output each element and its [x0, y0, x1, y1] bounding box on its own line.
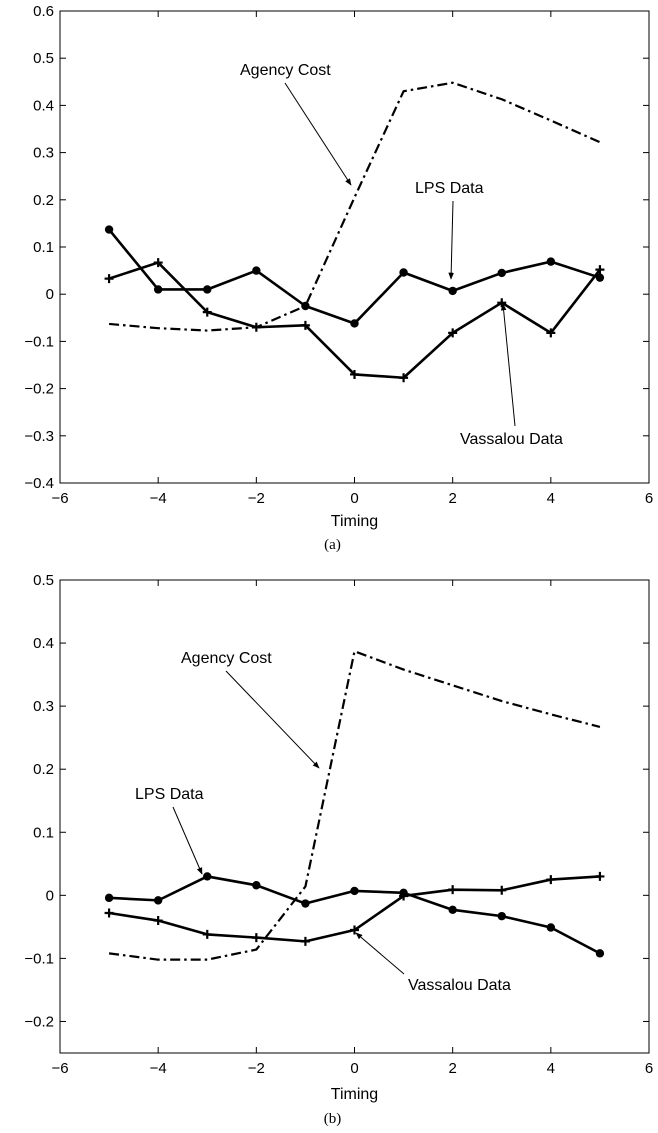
x-axis-label: Timing	[331, 513, 378, 530]
annotation-vassalou-data: Vassalou Data	[408, 977, 511, 994]
plot-frame	[59, 10, 650, 484]
x-tick-label: 0	[350, 490, 358, 507]
x-tick-label: 0	[350, 1060, 358, 1077]
y-tick-label: 0.1	[33, 239, 54, 256]
data-point-lps-data	[399, 268, 408, 277]
y-tick-label: 0.1	[33, 824, 54, 841]
data-point-lps-data	[350, 319, 359, 328]
y-tick-label: 0	[46, 887, 54, 904]
y-tick-label: −0.4	[24, 475, 54, 492]
data-point-lps-data	[350, 886, 359, 896]
annotation-agency-cost: Agency Cost	[181, 650, 272, 667]
data-point-vassalou-data	[350, 369, 359, 379]
data-point-lps-data	[546, 257, 556, 266]
x-tick-label: −4	[150, 490, 167, 507]
data-point-vassalou-data	[448, 328, 458, 338]
data-point-lps-data	[595, 273, 605, 282]
y-tick-label: −0.2	[24, 1013, 54, 1030]
data-point-vassalou-data	[300, 936, 310, 946]
annotation-arrow	[284, 82, 352, 186]
chart-panel-b: −6 −4 −2 0 2 4 6 −0.2 −0.1 0 0.1 0.2 0.3 0.4 0.5 Timing…	[24, 572, 653, 1127]
subfigure-caption: (b)	[324, 1111, 342, 1127]
data-point-lps-data	[153, 285, 163, 294]
data-point-vassalou-data	[251, 322, 261, 332]
x-tick-label: −4	[150, 1060, 167, 1077]
series-line-lps-data	[108, 228, 601, 325]
data-point-lps-data	[546, 923, 556, 932]
annotation-arrow	[448, 200, 454, 280]
x-tick-label: 4	[547, 490, 555, 507]
data-point-vassalou-data	[497, 885, 507, 895]
annotation-vassalou-data: Vassalou Data	[460, 431, 563, 448]
annotation-arrow	[172, 806, 203, 875]
data-point-vassalou-data	[300, 320, 310, 330]
data-point-lps-data	[252, 266, 261, 275]
data-point-vassalou-data	[104, 908, 114, 918]
annotation-arrow	[500, 303, 516, 427]
x-tick-label: 2	[448, 490, 456, 507]
y-tick-label: 0	[46, 286, 54, 303]
y-tick-label: 0.5	[33, 572, 54, 589]
data-point-vassalou-data	[546, 875, 556, 885]
data-point-lps-data	[301, 301, 310, 311]
data-point-vassalou-data	[399, 891, 409, 901]
data-point-lps-data	[595, 949, 605, 958]
y-tick-label: 0.4	[33, 635, 54, 652]
data-point-vassalou-data	[595, 265, 605, 275]
data-point-vassalou-data	[448, 885, 458, 895]
y-tick-label: −0.2	[24, 381, 54, 398]
data-point-lps-data	[448, 905, 457, 915]
annotation-arrow	[355, 932, 405, 975]
data-point-vassalou-data	[350, 925, 359, 935]
data-point-lps-data	[301, 899, 310, 908]
data-point-vassalou-data	[153, 258, 163, 268]
series-line-agency-cost	[108, 650, 601, 961]
plot-frame	[59, 579, 650, 1054]
x-tick-label: 6	[645, 490, 653, 507]
series-line-agency-cost	[108, 81, 601, 332]
y-tick-label: −0.1	[24, 950, 54, 967]
annotation-lps-data: LPS Data	[415, 180, 484, 197]
data-point-lps-data	[252, 881, 261, 890]
data-point-vassalou-data	[595, 871, 605, 881]
y-tick-label: 0.4	[33, 97, 54, 114]
data-point-lps-data	[104, 225, 114, 234]
y-tick-label: 0.2	[33, 192, 54, 209]
data-point-lps-data	[497, 268, 506, 278]
data-point-lps-data	[153, 896, 163, 905]
data-point-lps-data	[203, 872, 212, 881]
data-point-vassalou-data	[104, 274, 114, 284]
chart-panel-a: −6 −4 −2 0 2 4 6 −0.4 −0.3 −0.2 −0.1 0 0.1 0.2 0.3 0.4 0…	[24, 3, 653, 553]
data-point-vassalou-data	[251, 933, 261, 943]
y-tick-label: 0.3	[33, 145, 54, 162]
data-point-vassalou-data	[153, 916, 163, 926]
subfigure-caption: (a)	[324, 537, 341, 553]
y-tick-label: 0.3	[33, 698, 54, 715]
x-tick-label: −6	[51, 490, 68, 507]
data-point-lps-data	[203, 285, 212, 294]
annotation-agency-cost: Agency Cost	[240, 62, 331, 79]
x-tick-label: 4	[547, 1060, 555, 1077]
x-tick-label: −6	[51, 1060, 68, 1077]
annotation-arrow	[225, 670, 320, 769]
y-tick-label: −0.1	[24, 333, 54, 350]
x-tick-label: 2	[448, 1060, 456, 1077]
data-point-vassalou-data	[202, 307, 212, 317]
data-point-lps-data	[497, 911, 506, 921]
data-point-vassalou-data	[546, 328, 556, 338]
x-axis-label: Timing	[331, 1086, 378, 1103]
y-tick-label: 0.5	[33, 50, 54, 67]
data-point-lps-data	[104, 893, 114, 903]
x-tick-label: 6	[645, 1060, 653, 1077]
data-point-vassalou-data	[399, 373, 409, 383]
y-tick-label: 0.6	[33, 3, 54, 20]
y-tick-label: −0.3	[24, 428, 54, 445]
y-tick-label: 0.2	[33, 761, 54, 778]
data-point-vassalou-data	[202, 929, 212, 939]
annotation-lps-data: LPS Data	[135, 786, 204, 803]
x-tick-label: −2	[248, 1060, 265, 1077]
data-point-lps-data	[448, 286, 457, 296]
x-tick-label: −2	[248, 490, 265, 507]
